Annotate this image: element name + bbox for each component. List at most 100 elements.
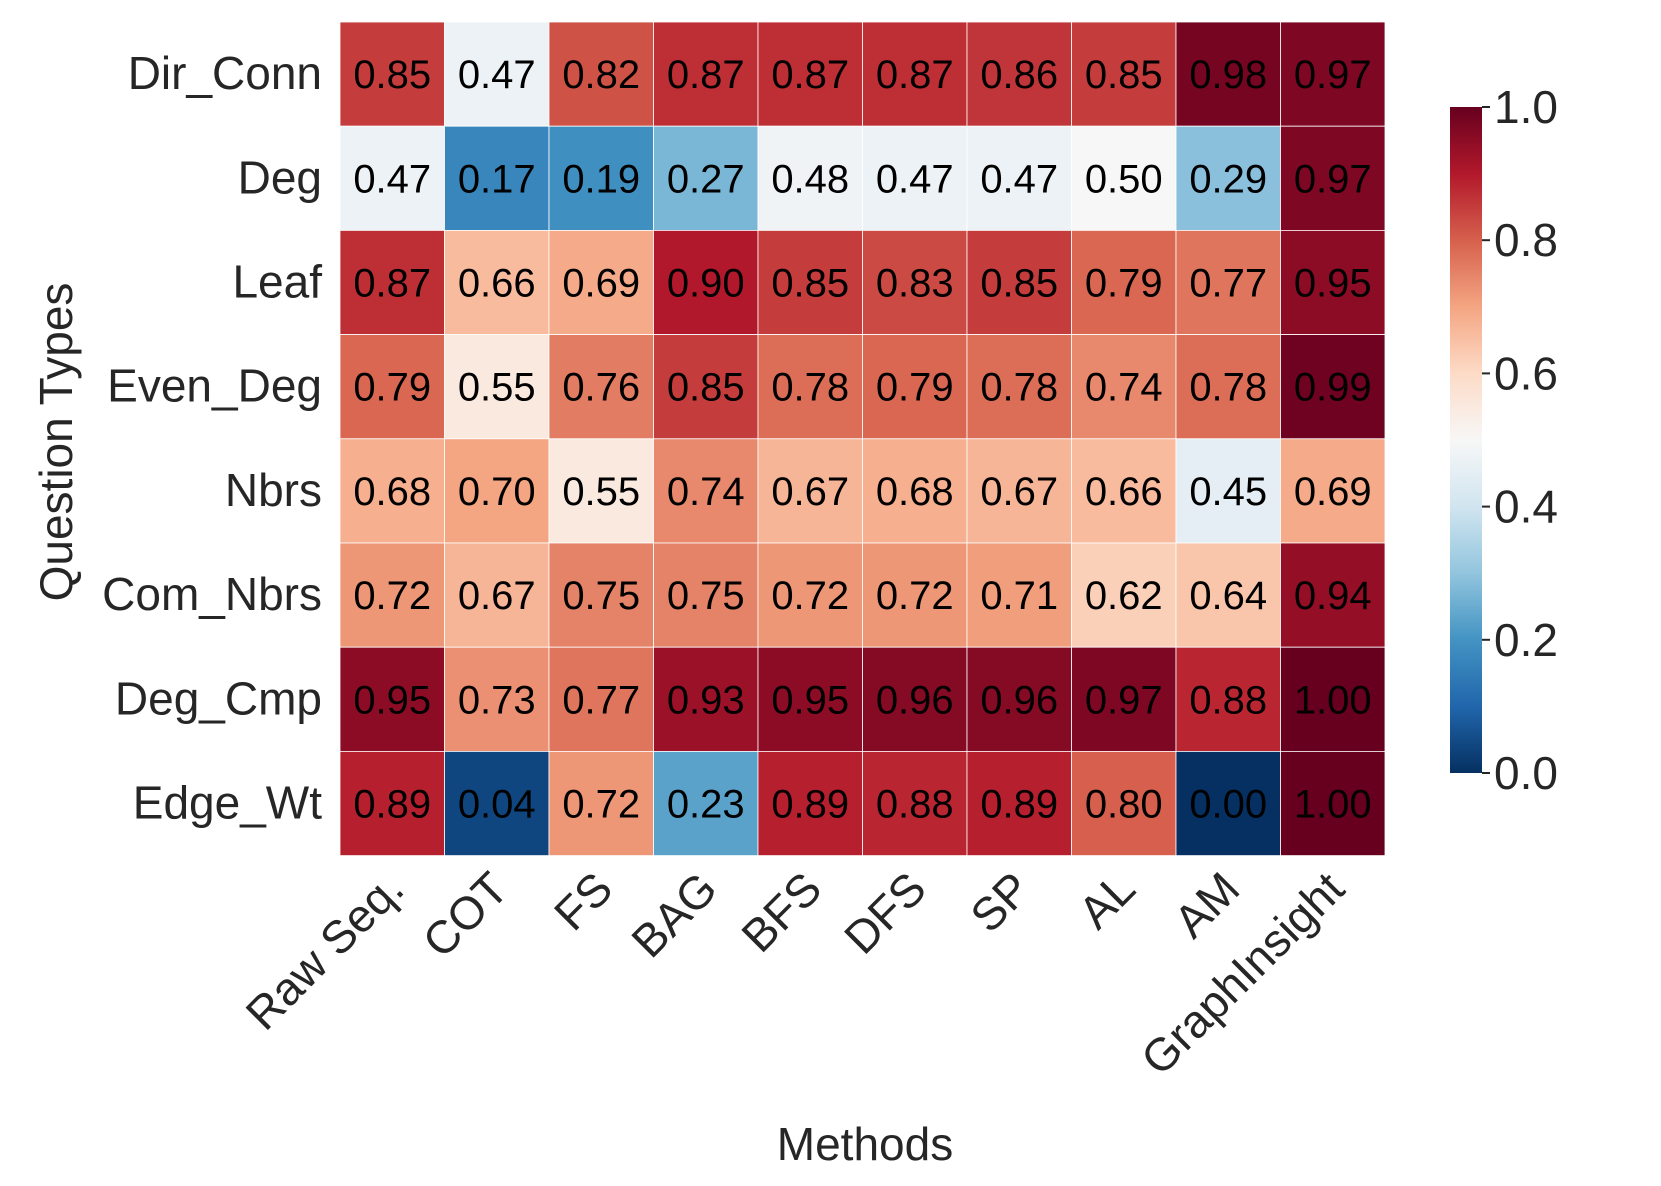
heatmap-cell bbox=[1175, 229, 1281, 335]
heatmap-cell bbox=[966, 125, 1072, 231]
heatmap-cell bbox=[339, 751, 445, 857]
cell-value-label: 0.97 bbox=[1294, 157, 1372, 201]
cell-value-label: 0.77 bbox=[562, 678, 640, 722]
heatmap-cell bbox=[966, 646, 1072, 752]
cell-value-label: 0.85 bbox=[667, 366, 745, 410]
x-tick-label: FS bbox=[544, 862, 622, 940]
x-tick-label: BAG bbox=[621, 862, 726, 967]
cell-value-label: 0.67 bbox=[771, 470, 849, 514]
y-tick-label: Edge_Wt bbox=[133, 777, 322, 829]
cell-value-label: 0.90 bbox=[667, 262, 745, 306]
cell-value-label: 0.47 bbox=[980, 157, 1058, 201]
cell-value-label: 0.64 bbox=[1189, 574, 1267, 618]
cell-value-label: 0.69 bbox=[562, 262, 640, 306]
heatmap-cell bbox=[1280, 438, 1386, 544]
cell-value-label: 0.97 bbox=[1294, 53, 1372, 97]
heatmap-cell bbox=[653, 751, 759, 857]
cell-value-label: 0.75 bbox=[667, 574, 745, 618]
cell-value-label: 0.50 bbox=[1085, 157, 1163, 201]
y-tick-label: Com_Nbrs bbox=[102, 568, 322, 620]
cell-value-label: 0.73 bbox=[458, 678, 536, 722]
heatmap-cell-labels: 0.85 0.47 0.82 0.87 0.87 0.87 0.86 0.85 0.98 0.97… bbox=[353, 53, 1371, 826]
cell-value-label: 0.47 bbox=[458, 53, 536, 97]
heatmap-cell bbox=[1175, 125, 1281, 231]
heatmap-cell bbox=[1175, 438, 1281, 544]
cell-value-label: 0.75 bbox=[562, 574, 640, 618]
heatmap-cell bbox=[1071, 751, 1177, 857]
cell-value-label: 0.87 bbox=[876, 53, 954, 97]
cell-value-label: 0.19 bbox=[562, 157, 640, 201]
heatmap-cell bbox=[1175, 646, 1281, 752]
heatmap-cell bbox=[339, 334, 445, 440]
y-tick-label: Nbrs bbox=[225, 464, 322, 516]
heatmap-cell bbox=[1280, 646, 1386, 752]
cell-value-label: 0.66 bbox=[458, 262, 536, 306]
cell-value-label: 0.74 bbox=[1085, 366, 1163, 410]
heatmap-cell bbox=[966, 334, 1072, 440]
cell-value-label: 0.23 bbox=[667, 783, 745, 827]
cell-value-label: 0.82 bbox=[562, 53, 640, 97]
heatmap-cell bbox=[966, 751, 1072, 857]
heatmap-cell bbox=[653, 646, 759, 752]
cell-value-label: 1.00 bbox=[1294, 783, 1372, 827]
cell-value-label: 0.96 bbox=[876, 678, 954, 722]
cell-value-label: 0.67 bbox=[458, 574, 536, 618]
heatmap-cell bbox=[653, 542, 759, 648]
heatmap-cell bbox=[548, 21, 654, 127]
x-axis-title: Methods bbox=[777, 1118, 953, 1170]
heatmap-cell bbox=[1071, 21, 1177, 127]
cell-value-label: 0.88 bbox=[876, 783, 954, 827]
cell-value-label: 0.48 bbox=[771, 157, 849, 201]
cell-value-label: 0.80 bbox=[1085, 783, 1163, 827]
x-tick-label: AL bbox=[1068, 862, 1145, 939]
cell-value-label: 0.85 bbox=[353, 53, 431, 97]
cell-value-label: 0.86 bbox=[980, 53, 1058, 97]
heatmap-cell bbox=[548, 751, 654, 857]
cell-value-label: 0.45 bbox=[1189, 470, 1267, 514]
cell-value-label: 0.77 bbox=[1189, 262, 1267, 306]
cell-value-label: 0.95 bbox=[353, 678, 431, 722]
cell-value-label: 0.27 bbox=[667, 157, 745, 201]
heatmap-cell bbox=[444, 229, 550, 335]
cell-value-label: 0.29 bbox=[1189, 157, 1267, 201]
cell-value-label: 0.96 bbox=[980, 678, 1058, 722]
cell-value-label: 0.89 bbox=[353, 783, 431, 827]
cell-value-label: 0.89 bbox=[980, 783, 1058, 827]
colorbar: 0.0 0.2 0.4 0.6 0.8 1.0 bbox=[1450, 81, 1558, 799]
cell-value-label: 0.78 bbox=[771, 366, 849, 410]
cell-value-label: 0.55 bbox=[562, 470, 640, 514]
heatmap-cell bbox=[757, 751, 863, 857]
y-tick-label: Deg_Cmp bbox=[115, 672, 322, 724]
cell-value-label: 0.97 bbox=[1085, 678, 1163, 722]
heatmap-cell bbox=[1280, 229, 1386, 335]
x-tick-label: AM bbox=[1164, 862, 1250, 948]
cell-value-label: 0.95 bbox=[1294, 262, 1372, 306]
cell-value-label: 0.94 bbox=[1294, 574, 1372, 618]
heatmap-cell bbox=[862, 542, 968, 648]
heatmap-cell bbox=[757, 21, 863, 127]
cell-value-label: 0.70 bbox=[458, 470, 536, 514]
y-tick-label: Deg bbox=[238, 151, 322, 203]
heatmap-cell bbox=[966, 229, 1072, 335]
heatmap-cell bbox=[1071, 229, 1177, 335]
cell-value-label: 0.99 bbox=[1294, 366, 1372, 410]
cell-value-label: 0.47 bbox=[353, 157, 431, 201]
heatmap-cell bbox=[339, 21, 445, 127]
heatmap-cell bbox=[548, 229, 654, 335]
heatmap-cell bbox=[1280, 751, 1386, 857]
heatmap-cell bbox=[862, 21, 968, 127]
cell-value-label: 0.76 bbox=[562, 366, 640, 410]
heatmap-cell bbox=[444, 751, 550, 857]
y-axis-title: Question Types bbox=[30, 283, 82, 602]
heatmap-cell bbox=[1175, 334, 1281, 440]
cell-value-label: 0.89 bbox=[771, 783, 849, 827]
cell-value-label: 0.83 bbox=[876, 262, 954, 306]
cell-value-label: 0.72 bbox=[771, 574, 849, 618]
x-tick-label: SP bbox=[960, 862, 1040, 942]
heatmap-cell bbox=[757, 229, 863, 335]
heatmap-cell bbox=[653, 125, 759, 231]
cell-value-label: 0.67 bbox=[980, 470, 1058, 514]
cell-value-label: 0.93 bbox=[667, 678, 745, 722]
heatmap-cell bbox=[966, 542, 1072, 648]
cell-value-label: 0.88 bbox=[1189, 678, 1267, 722]
